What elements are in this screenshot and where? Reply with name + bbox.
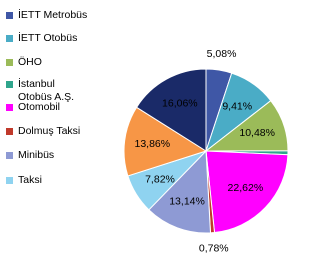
data-label: 5,08% <box>207 48 237 60</box>
legend-swatch <box>6 35 13 42</box>
legend-label: İETT Metrobüs <box>18 9 88 21</box>
data-label: 0,78% <box>199 242 229 254</box>
legend-swatch <box>6 81 13 88</box>
legend-label: Otomobil <box>18 101 61 113</box>
legend-entry: ÖHO <box>6 56 88 69</box>
legend-swatch <box>6 12 13 19</box>
legend-label: Dolmuş Taksi <box>18 125 81 137</box>
legend-entry: İstanbul Otobüs A.Ş. <box>6 78 88 104</box>
pie-slice <box>148 149 212 234</box>
pie-slice <box>135 68 207 152</box>
legend-swatch <box>6 177 13 184</box>
legend-entry: Otomobil <box>6 101 88 114</box>
legend-label: Minibüs <box>18 149 55 161</box>
legend-swatch <box>6 128 13 135</box>
pie-slice <box>123 106 208 177</box>
data-label: 13,86% <box>134 138 170 150</box>
chart: 5,08%9,41%10,48%0,76%22,62%0,78%13,14%7,… <box>6 9 289 254</box>
data-label: 13,14% <box>169 195 205 207</box>
pie-area: 5,08%9,41%10,48%0,76%22,62%0,78%13,14%7,… <box>123 48 289 254</box>
legend-swatch <box>6 59 13 66</box>
legend-swatch <box>6 152 13 159</box>
legend-entry: İETT Metrobüs <box>6 9 88 22</box>
legend-label: İstanbul Otobüs A.Ş. <box>18 78 75 103</box>
data-label: 10,48% <box>239 127 275 139</box>
data-label: 9,41% <box>222 101 252 113</box>
legend-label: Taksi <box>18 174 42 186</box>
data-label: 22,62% <box>228 182 264 194</box>
legend-entry: İETT Otobüs <box>6 32 88 45</box>
data-label: 16,06% <box>162 97 198 109</box>
data-label: 7,82% <box>145 173 175 185</box>
legend-label: ÖHO <box>18 56 42 68</box>
legend-entry: Minibüs <box>6 149 88 162</box>
legend-swatch <box>6 104 13 111</box>
pie-slice <box>205 150 289 234</box>
legend-entry: Taksi <box>6 174 88 187</box>
legend-label: İETT Otobüs <box>18 32 78 44</box>
legend-entry: Dolmuş Taksi <box>6 125 88 138</box>
